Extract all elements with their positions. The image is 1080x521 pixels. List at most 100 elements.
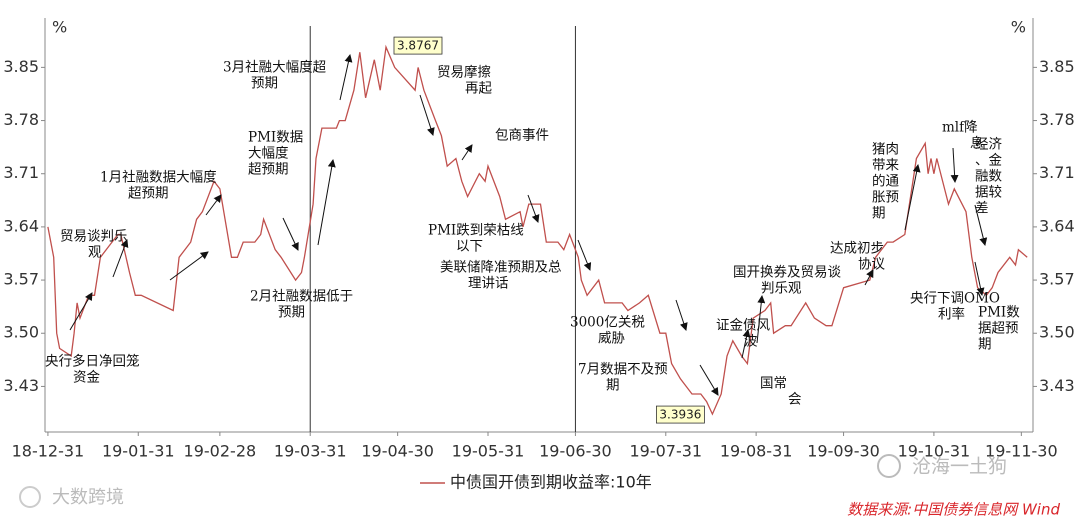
- y-tick-label: 3.85: [3, 57, 39, 76]
- annotation: 、金: [975, 153, 1003, 169]
- annotation-arrow: [699, 364, 719, 396]
- annotation: 胀预: [872, 190, 899, 206]
- annotation: 证金债风: [716, 318, 770, 334]
- value-label: 3.3936: [659, 408, 701, 422]
- annotation: 的通: [872, 174, 900, 190]
- x-tick-label: 19-04-30: [361, 442, 434, 461]
- annotation-arrow: [69, 292, 93, 331]
- value-label: 3.8767: [397, 39, 439, 53]
- annotation: 预期: [278, 305, 305, 321]
- annotation-arrow: [527, 194, 540, 223]
- watermark-icon: [19, 486, 41, 508]
- y-tick-label: 3.64: [3, 216, 39, 235]
- value-label-box: [393, 36, 443, 55]
- y2-unit: %: [1011, 18, 1026, 37]
- annotation: 1月社融数据大幅度: [100, 170, 217, 186]
- annotation: 息: [970, 135, 984, 152]
- annotation: 协议: [858, 257, 886, 273]
- annotation: 3000亿关税: [570, 315, 645, 331]
- y2-tick-label: 3.43: [1039, 376, 1075, 395]
- annotation: 贸易摩擦: [437, 64, 491, 81]
- annotation-arrow: [950, 147, 959, 183]
- annotation: PMI数: [978, 305, 1020, 321]
- annotation: 国常: [760, 376, 787, 392]
- annotation: 国开换券及贸易谈: [733, 265, 841, 281]
- annotation: 据超预: [978, 321, 1019, 337]
- annotation-arrow: [339, 54, 353, 101]
- annotation: 判乐观: [761, 281, 802, 297]
- y2-tick-label: 3.50: [1039, 323, 1075, 342]
- annotation-arrow: [317, 159, 336, 246]
- y-unit: %: [52, 18, 67, 37]
- annotation: 威胁: [598, 331, 625, 347]
- x-tick-label: 19-06-30: [539, 442, 612, 461]
- y2-tick-label: 3.85: [1039, 57, 1075, 76]
- annotation-arrow: [169, 251, 209, 281]
- y-tick-label: 3.57: [3, 270, 39, 289]
- annotation: 央行多日净回笼: [45, 353, 140, 370]
- annotation-arrow: [741, 329, 751, 359]
- y2-tick-label: 3.57: [1039, 270, 1075, 289]
- annotation: 资金: [73, 370, 100, 386]
- y-tick-label: 3.71: [3, 163, 39, 182]
- y-tick-label: 3.43: [3, 376, 39, 395]
- watermark-icon: [877, 454, 901, 478]
- annotation-arrow: [112, 239, 129, 278]
- annotation: 理讲话: [468, 276, 509, 292]
- annotation: 猪肉: [872, 142, 899, 158]
- y-tick-label: 3.78: [3, 110, 39, 129]
- annotation: 期: [872, 206, 886, 222]
- annotation: 美联储降准预期及总: [440, 260, 562, 276]
- annotation-arrow: [974, 204, 988, 246]
- watermark: 沧海一土狗: [912, 456, 1007, 478]
- annotation-arrow: [282, 217, 299, 251]
- legend-label: 中债国开债到期收益率:10年: [450, 473, 652, 492]
- annotation: mlf降: [942, 120, 978, 136]
- annotation-arrow: [756, 295, 766, 344]
- annotation: 3月社融大幅度超: [223, 60, 327, 76]
- annotation: 期: [978, 337, 992, 353]
- annotation: 带来: [872, 158, 900, 174]
- annotation: 预期: [251, 76, 278, 92]
- annotation: 利率: [938, 306, 965, 323]
- annotation: PMI数据: [248, 130, 303, 146]
- annotation-arrow: [904, 164, 921, 231]
- y-tick-label: 3.50: [3, 323, 39, 342]
- annotation: 7月数据不及预: [578, 362, 668, 378]
- watermark: 大数跨境: [52, 487, 124, 508]
- annotation-arrow: [577, 239, 592, 271]
- y2-tick-label: 3.71: [1039, 163, 1075, 182]
- line: [47, 44, 1028, 416]
- value-label-box: [656, 405, 705, 424]
- x-tick-label: 19-08-31: [720, 442, 793, 461]
- annotation: 超预期: [248, 162, 289, 178]
- x-tick-label: 19-07-31: [629, 442, 702, 461]
- x-tick-label: 19-05-31: [452, 442, 525, 461]
- x-tick-label: 19-11-30: [985, 442, 1058, 461]
- x-tick-label: 19-01-31: [102, 442, 175, 461]
- annotation: 以下: [456, 239, 483, 255]
- x-tick-label: 18-12-31: [12, 442, 85, 461]
- annotation: 差: [975, 201, 989, 217]
- y2-tick-label: 3.64: [1039, 216, 1075, 235]
- annotation: PMI跌到荣枯线: [428, 223, 524, 239]
- annotation: 据较: [975, 185, 1003, 201]
- annotation-arrow: [864, 269, 874, 286]
- x-tick-label: 19-03-31: [274, 442, 347, 461]
- x-tick-label: 19-09-30: [807, 442, 880, 461]
- x-tick-label: 19-10-31: [898, 442, 971, 461]
- annotation: 超预期: [128, 186, 169, 202]
- annotation-arrow: [461, 144, 473, 161]
- annotation: 贸易谈判乐: [60, 229, 128, 245]
- annotation: 大幅度: [248, 146, 289, 162]
- annotation: 期: [606, 378, 620, 394]
- annotation: 2月社融数据低于: [250, 289, 353, 305]
- annotation-arrow: [205, 194, 222, 216]
- annotation: 包商事件: [495, 128, 549, 144]
- x-tick-label: 19-02-28: [184, 442, 257, 461]
- annotation-arrow: [675, 299, 688, 331]
- annotation: 经济: [975, 137, 1003, 153]
- annotation: 融数: [975, 169, 1003, 185]
- annotation-arrow: [974, 261, 985, 296]
